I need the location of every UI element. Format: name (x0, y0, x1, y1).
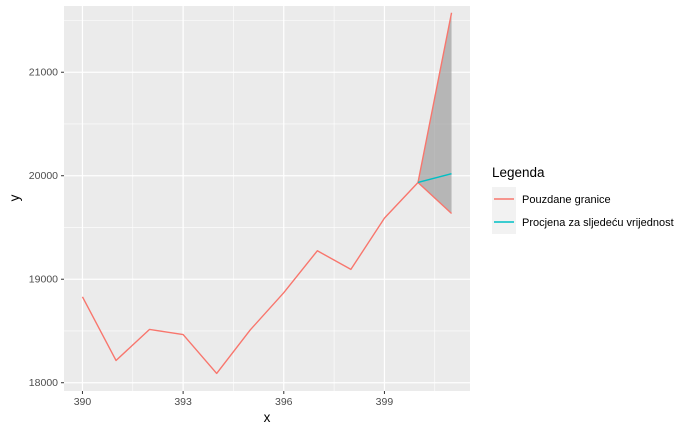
axis-ticks (61, 71, 385, 394)
legend-label-bounds: Pouzdane granice (522, 194, 611, 206)
legend-title: Legenda (492, 165, 545, 180)
legend-item-bounds: Pouzdane granice (492, 187, 611, 211)
series-lines-layer (81, 12, 453, 375)
legend: Legenda Pouzdane granice Procjena za slj… (492, 165, 674, 234)
major-gridlines (64, 6, 470, 391)
plot-panel (64, 6, 470, 391)
confidence-ribbon (417, 12, 452, 214)
forecast-line (417, 172, 452, 184)
y-tick-label: 19000 (29, 274, 58, 286)
x-axis-tick-labels: 390 393 396 399 (74, 396, 394, 408)
x-tick-label: 399 (376, 396, 394, 408)
x-tick-label: 390 (74, 396, 92, 408)
x-tick-label: 396 (275, 396, 293, 408)
legend-item-forecast: Procjena za sljedeću vrijednost (492, 210, 674, 234)
x-axis-title: x (264, 410, 271, 425)
y-tick-label: 21000 (29, 67, 58, 79)
bounds-lower-line (417, 181, 453, 215)
y-tick-label: 20000 (29, 170, 58, 182)
legend-label-forecast: Procjena za sljedeću vrijednost (522, 217, 674, 229)
y-tick-label: 18000 (29, 377, 58, 389)
y-axis-tick-labels: 18000 19000 20000 21000 (29, 67, 58, 389)
bounds-upper-line (81, 12, 453, 375)
x-tick-label: 393 (174, 396, 192, 408)
confidence-ribbon-layer (417, 12, 452, 214)
y-axis-title: y (7, 194, 22, 201)
minor-gridlines (64, 6, 470, 391)
